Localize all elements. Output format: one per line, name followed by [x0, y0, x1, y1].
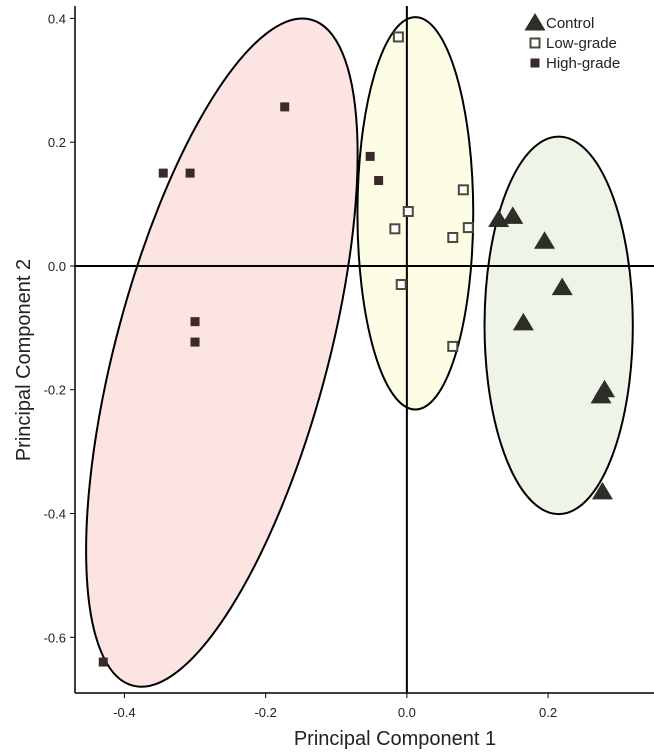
low-grade-point	[447, 340, 459, 352]
control-point	[534, 231, 556, 249]
legend-marker-low-grade	[529, 37, 541, 49]
control-point	[591, 481, 613, 500]
y-axis-title: Principal Component 2	[13, 259, 35, 461]
control-point	[551, 277, 573, 296]
low-grade-point	[457, 184, 469, 196]
high-grade-point	[185, 168, 195, 178]
y-tick-label: 0.4	[48, 11, 66, 26]
ellipse-high-grade	[85, 17, 359, 688]
legend-marker-control	[524, 13, 546, 31]
low-grade-point	[395, 279, 407, 291]
y-tick-label: -0.2	[44, 383, 66, 398]
points-layer	[98, 31, 616, 667]
x-axis-title: Principal Component 1	[294, 728, 496, 750]
high-grade-point	[365, 151, 375, 161]
control-point	[590, 385, 612, 404]
x-tick-label: -0.4	[113, 705, 135, 720]
legend-marker-high-grade	[530, 58, 540, 68]
control-point	[512, 312, 534, 331]
x-tick-label: 0.0	[398, 705, 416, 720]
high-grade-point	[98, 657, 108, 667]
ellipse-control	[483, 135, 634, 516]
y-tick-label: -0.4	[44, 507, 66, 522]
x-tick-label: 0.2	[539, 705, 557, 720]
low-grade-point	[447, 231, 459, 243]
ellipse-low-grade	[356, 16, 475, 411]
high-grade-point	[158, 168, 168, 178]
legend-label-control: Control	[546, 15, 594, 32]
low-grade-point	[462, 222, 474, 234]
low-grade-point	[402, 205, 414, 217]
control-point	[502, 206, 524, 224]
y-tick-label: -0.6	[44, 630, 66, 645]
axes-layer	[74, 6, 654, 694]
low-grade-point	[389, 223, 401, 235]
high-grade-point	[190, 317, 200, 327]
legend: Control Low-grade High-grade	[524, 13, 620, 72]
high-grade-point	[280, 102, 290, 112]
legend-label-high-grade: High-grade	[546, 55, 620, 72]
ticks-layer: -0.4 -0.2 0.0 0.2 0.4 0.2 0.0 -0.2 -0.4 -0.6	[44, 11, 558, 720]
y-tick-label: 0.2	[48, 135, 66, 150]
ellipse-layer	[85, 16, 634, 688]
legend-label-low-grade: Low-grade	[546, 35, 617, 52]
x-tick-label: -0.2	[254, 705, 276, 720]
y-tick-label: 0.0	[48, 259, 66, 274]
high-grade-point	[374, 176, 384, 186]
high-grade-point	[190, 337, 200, 347]
low-grade-point	[392, 31, 404, 43]
